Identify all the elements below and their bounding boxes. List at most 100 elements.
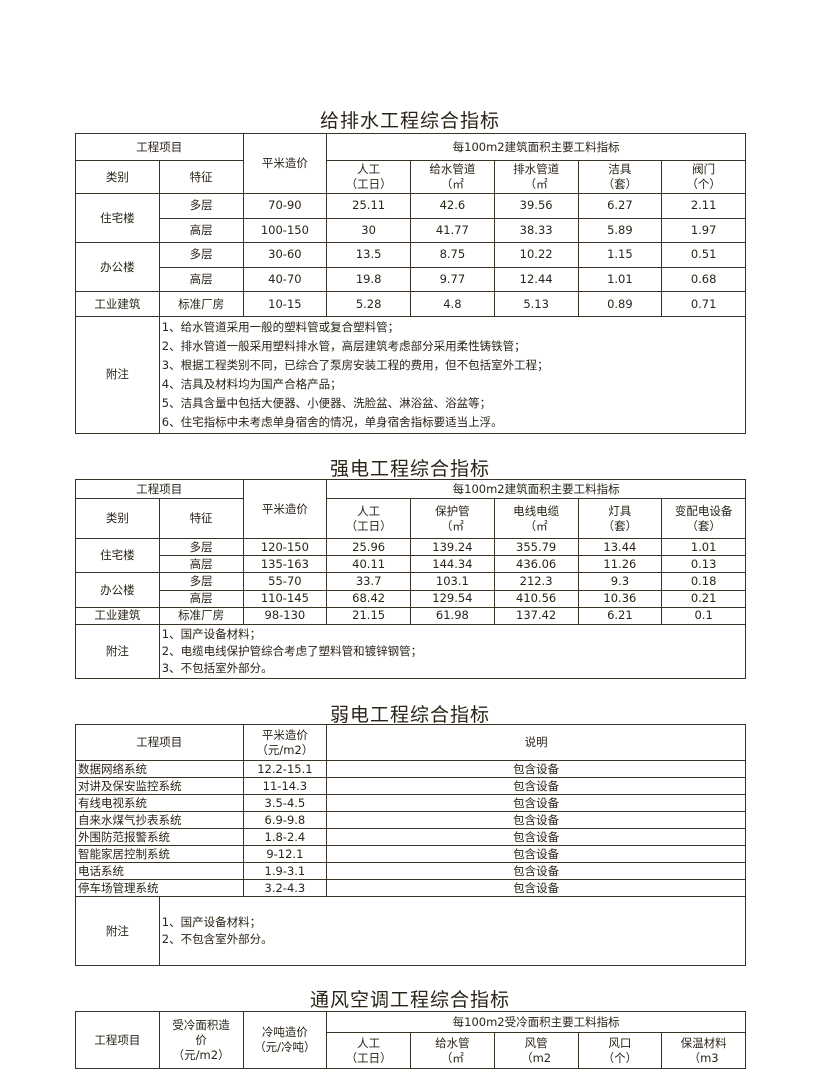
header-row: 工程项目 平米造价 每100m2建筑面积主要工料指标	[75, 479, 746, 539]
feature-cell: 多层	[158, 572, 244, 591]
desc-cell: 包含设备	[326, 811, 747, 829]
data-row: 高层 100-150 30 41.77 38.33 5.89 1.97	[76, 217, 746, 244]
price-cell: 1.8-2.4	[242, 828, 328, 846]
price-cell: 98-130	[242, 606, 328, 625]
value-cell: 10.22	[493, 242, 579, 268]
desc-cell: 包含设备	[326, 794, 747, 812]
value-cell: 5.28	[326, 291, 411, 317]
value-cell: 6.27	[577, 193, 663, 219]
notes-row: 附注 1、国产设备材料； 2、不包含室外部分。	[75, 896, 747, 966]
category-cell: 办公楼	[75, 242, 160, 293]
system-name: 有线电视系统	[75, 794, 244, 812]
desc-cell: 包含设备	[326, 879, 747, 897]
feature-cell: 标准厂房	[158, 606, 244, 625]
value-cell: 19.8	[326, 266, 411, 293]
value-cell: 0.13	[661, 555, 746, 574]
header-group: 每100m2建筑面积主要工料指标	[326, 479, 746, 499]
header-column: 电线电缆 （㎡	[493, 498, 579, 539]
system-name: 对讲及保安监控系统	[75, 777, 244, 795]
hvac-title: 通风空调工程综合指标	[309, 989, 510, 1011]
price-cell: 40-70	[242, 266, 328, 293]
header-column: 灯具 （套）	[577, 498, 663, 539]
feature-cell: 高层	[158, 589, 244, 608]
header-column: 人工 （工日）	[326, 1032, 411, 1069]
header-column: 人工 （工日）	[326, 498, 411, 539]
header-row: 工程项目 平米造价 （元/m2） 说明	[75, 724, 747, 761]
value-cell: 61.98	[410, 606, 495, 625]
price-cell: 100-150	[242, 217, 328, 244]
value-cell: 39.56	[493, 193, 579, 219]
price-cell: 12.2-15.1	[242, 760, 328, 778]
water-title: 给排水工程综合指标	[319, 110, 500, 132]
header-row: 类别 特征 人工 （工日） 给水管道 （㎡ 排水管道 （㎡ 洁具 （套） 阀门 （个）	[75, 160, 746, 194]
price-cell: 55-70	[242, 572, 328, 591]
value-cell: 13.44	[577, 537, 663, 557]
value-cell: 0.1	[661, 606, 746, 625]
system-name: 自来水煤气抄表系统	[75, 811, 244, 829]
feature-cell: 多层	[158, 242, 244, 268]
feature-cell: 标准厂房	[158, 291, 244, 317]
value-cell: 144.34	[410, 555, 495, 574]
value-cell: 13.5	[326, 242, 411, 268]
data-row: 住宅楼 多层 120-150 25.96 139.24 355.79 13.44 1.01	[75, 537, 746, 574]
notes-text: 1、给水管道采用一般的塑料管或复合塑料管； 2、排水管道一般采用塑料排水管，高层建…	[158, 315, 747, 434]
data-row: 有线电视系统 3.5-4.5 包含设备	[75, 794, 747, 812]
price-cell: 135-163	[242, 555, 328, 574]
data-row: 工业建筑 标准厂房 98-130 21.15 61.98 137.42 6.21 0.1	[75, 606, 746, 625]
header-feature: 特征	[158, 160, 244, 194]
desc-cell: 包含设备	[326, 862, 747, 880]
header-project: 工程项目	[75, 479, 244, 499]
header-column: 给水管道 （㎡	[410, 160, 495, 194]
header-row: 类别 特征 人工 （工日） 保护管 （㎡ 电线电缆 （㎡ 灯具 （套） 变配电设备 （套）	[75, 498, 746, 539]
price-cell: 1.9-3.1	[242, 862, 328, 880]
data-row: 对讲及保安监控系统 11-14.3 包含设备	[75, 777, 747, 795]
system-name: 智能家居控制系统	[75, 845, 244, 863]
data-row: 自来水煤气抄表系统 6.9-9.8 包含设备	[75, 811, 747, 829]
header-group: 每100m2受冷面积主要工料指标	[326, 1011, 746, 1033]
value-cell: 12.44	[493, 266, 579, 293]
notes-label: 附注	[75, 623, 160, 679]
category-cell: 住宅楼	[75, 537, 160, 574]
price-cell: 11-14.3	[242, 777, 328, 795]
notes-text: 1、国产设备材料； 2、不包含室外部分。	[158, 896, 747, 966]
category-cell: 工业建筑	[75, 291, 160, 317]
value-cell: 0.89	[577, 291, 663, 317]
value-cell: 9.77	[410, 266, 495, 293]
price-cell: 30-60	[242, 242, 328, 268]
header-column: 变配电设备 （套）	[661, 498, 746, 539]
notes-row: 附注 1、国产设备材料； 2、电缆电线保护管综合考虑了塑料管和镀锌钢管； 3、不包括室…	[75, 623, 747, 679]
value-cell: 0.18	[661, 572, 746, 591]
price-cell: 6.9-9.8	[242, 811, 328, 829]
price-cell: 70-90	[242, 193, 328, 219]
value-cell: 25.96	[326, 537, 411, 557]
feature-cell: 高层	[158, 555, 244, 574]
notes-text: 1、国产设备材料； 2、电缆电线保护管综合考虑了塑料管和镀锌钢管； 3、不包括室外部…	[158, 623, 747, 679]
header-column: 保护管 （㎡	[410, 498, 495, 539]
notes-label: 附注	[75, 896, 160, 966]
header-row: 人工 （工日） 给水管 （㎡ 风管 （m2 风口 （个） 保温材料 （m3	[76, 1032, 746, 1069]
feature-cell: 多层	[158, 537, 244, 557]
header-column: 人工 （工日）	[326, 160, 411, 194]
header-price: 平米造价 （元/m2）	[242, 724, 328, 761]
value-cell: 1.01	[577, 266, 663, 293]
desc-cell: 包含设备	[326, 845, 747, 863]
category-cell: 办公楼	[75, 572, 160, 608]
notes-label: 附注	[75, 315, 160, 434]
value-cell: 129.54	[410, 589, 495, 608]
header-column: 保温材料 （m3	[661, 1032, 746, 1069]
data-row: 电话系统 1.9-3.1 包含设备	[75, 862, 747, 880]
value-cell: 0.68	[661, 266, 746, 293]
value-cell: 1.01	[661, 537, 746, 557]
hvac-table: 工程项目 受冷面积造价（元/m2） 冷吨造价 （元/冷吨） 每100m2受冷面积主要工料…	[75, 1011, 746, 1069]
value-cell: 25.11	[326, 193, 411, 219]
header-column: 风口 （个）	[577, 1032, 663, 1069]
price-cell: 110-145	[242, 589, 328, 608]
header-project: 工程项目	[75, 1011, 160, 1069]
price-cell: 9-12.1	[242, 845, 328, 863]
price-cell: 3.5-4.5	[242, 794, 328, 812]
header-column: 风管 （m2	[493, 1032, 579, 1069]
price-cell: 10-15	[242, 291, 328, 317]
value-cell: 4.8	[410, 291, 495, 317]
system-name: 数据网络系统	[75, 760, 244, 778]
header-row: 工程项目 受冷面积造价（元/m2） 冷吨造价 （元/冷吨） 每100m2受冷面积主要工料…	[75, 1011, 746, 1069]
